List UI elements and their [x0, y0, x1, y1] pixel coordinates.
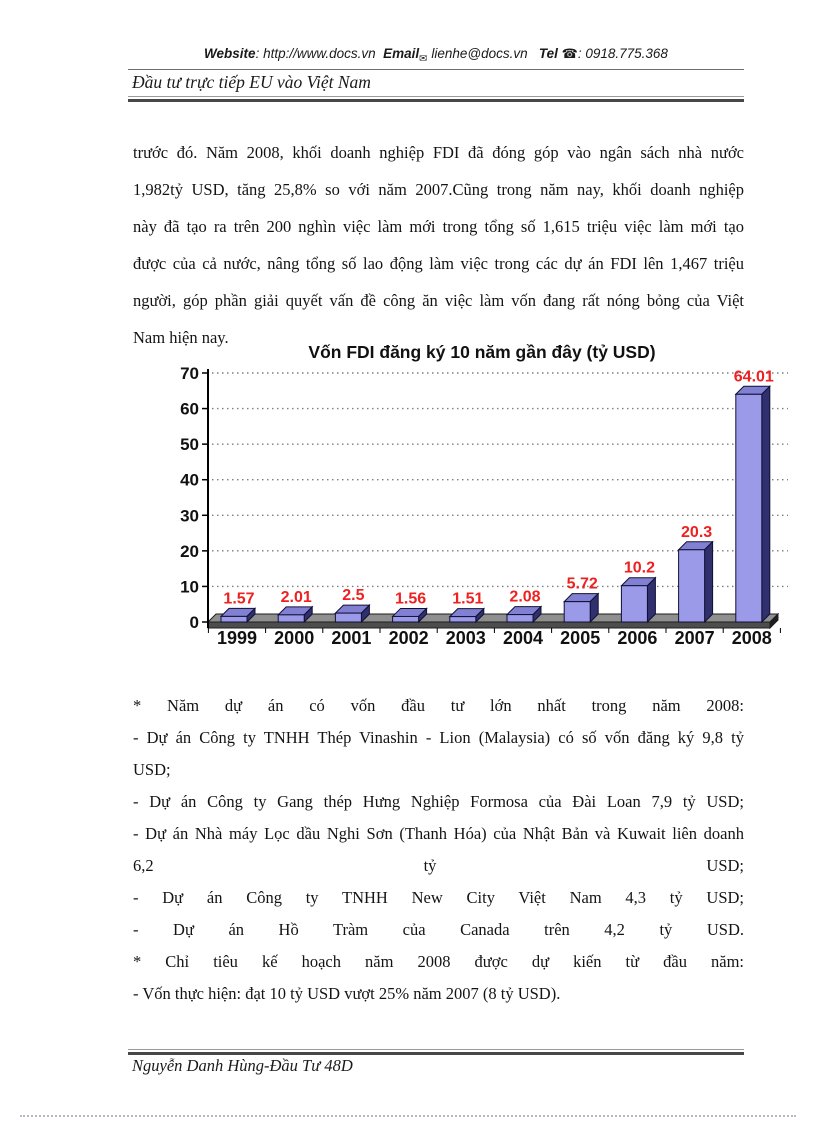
- bar-2006: [620, 585, 648, 623]
- text-line: người, góp phần giải quyết vấn đề công ă…: [133, 291, 744, 310]
- mail-icon: ✉: [419, 53, 428, 65]
- text-line: * Chỉ tiêu kế hoạch năm 2008 được dự kiế…: [133, 952, 744, 971]
- x-axis-label: 2004: [503, 628, 543, 648]
- header-contact-line: Website: http://www.docs.vn Email✉ lienh…: [128, 46, 744, 65]
- text-line: - Dự án Hồ Tràm của Canada trên 4,2 tỷ U…: [133, 920, 744, 939]
- x-axis-label: 2003: [446, 628, 486, 648]
- value-label-2002: 1.56: [395, 590, 426, 607]
- header-rule-thin: [128, 69, 744, 70]
- bar-2001: [334, 612, 362, 623]
- value-label-2000: 2.01: [281, 589, 312, 606]
- y-axis-label: 70: [180, 364, 199, 383]
- email-label: Email: [383, 46, 420, 61]
- x-axis-label: 2005: [560, 628, 600, 648]
- value-label-2004: 2.08: [509, 589, 540, 606]
- email-value: lienhe@docs.vn: [431, 46, 528, 61]
- text-line: - Dự án Công ty TNHH New City Việt Nam 4…: [133, 888, 744, 907]
- header-rule-thick: [128, 96, 744, 102]
- x-axis-label: 1999: [217, 628, 257, 648]
- tel-value: : 0918.775.368: [577, 46, 668, 61]
- fdi-chart: Vốn FDI đăng ký 10 năm gần đây (tỷ USD) 0…: [160, 333, 800, 655]
- text-line: trước đó. Năm 2008, khối doanh nghiệp FD…: [133, 143, 744, 162]
- paragraph-1: trước đó. Năm 2008, khối doanh nghiệp FD…: [133, 134, 744, 356]
- text-line: - Vốn thực hiện: đạt 10 tỷ USD vượt 25% …: [133, 984, 561, 1003]
- text-line: - Dự án Công ty TNHH Thép Vinashin - Lio…: [133, 728, 744, 747]
- y-axis-label: 60: [180, 400, 199, 419]
- bar-side-2008: [761, 385, 771, 624]
- value-label-2003: 1.51: [452, 591, 483, 608]
- bar-2004: [506, 614, 534, 623]
- bar-1999: [220, 615, 248, 623]
- bar-2005: [563, 601, 591, 623]
- text-line: Nam hiện nay.: [133, 328, 229, 347]
- bar-2003: [449, 616, 477, 623]
- bar-2008: [735, 393, 763, 623]
- value-label-1999: 1.57: [223, 590, 254, 607]
- footer-rule-thick: [128, 1049, 744, 1055]
- bar-2002: [392, 615, 420, 623]
- x-axis-label: 2007: [675, 628, 715, 648]
- x-axis-label: 2006: [617, 628, 657, 648]
- y-axis-label: 30: [180, 506, 199, 525]
- x-axis-label: 2001: [331, 628, 371, 648]
- tel-label: Tel: [538, 46, 558, 61]
- value-label-2001: 2.5: [342, 587, 364, 604]
- footer-author: Nguyễn Danh Hùng-Đầu Tư 48D: [132, 1056, 353, 1075]
- phone-icon: ☎: [561, 46, 578, 61]
- y-axis-label: 20: [180, 542, 199, 561]
- chart-floor-end: [769, 612, 779, 630]
- y-axis-label: 0: [190, 613, 199, 632]
- text-line: này đã tạo ra trên 200 nghìn việc làm mớ…: [133, 217, 744, 236]
- text-line: được của cả nước, nâng tổng số lao động …: [133, 254, 744, 273]
- paragraph-2: * Năm dự án có vốn đầu tư lớn nhất trong…: [133, 690, 744, 1010]
- value-label-2008: 64.01: [734, 368, 774, 385]
- x-axis-label: 2002: [389, 628, 429, 648]
- text-line: - Dự án Công ty Gang thép Hưng Nghiệp Fo…: [133, 792, 744, 811]
- text-line: 6,2 tỷ USD;: [133, 856, 744, 875]
- website-label: Website: [204, 46, 256, 61]
- y-axis-label: 10: [180, 577, 199, 596]
- website-value: : http://www.docs.vn: [255, 46, 376, 61]
- y-axis-label: 40: [180, 471, 199, 490]
- fdi-bar-chart-svg: Vốn FDI đăng ký 10 năm gần đây (tỷ USD) 0…: [180, 342, 788, 648]
- y-axis-label: 50: [180, 435, 199, 454]
- text-line: - Dự án Nhà máy Lọc dầu Nghi Sơn (Thanh …: [133, 824, 744, 843]
- bar-2007: [678, 549, 706, 623]
- text-line: USD;: [133, 760, 171, 779]
- bar-2000: [277, 614, 305, 623]
- bar-side-2006: [646, 576, 656, 624]
- document-title: Đầu tư trực tiếp EU vào Việt Nam: [132, 72, 371, 92]
- x-axis-label: 2000: [274, 628, 314, 648]
- chart-title: Vốn FDI đăng ký 10 năm gần đây (tỷ USD): [308, 342, 655, 362]
- value-label-2006: 10.2: [624, 560, 655, 577]
- value-label-2007: 20.3: [681, 524, 712, 541]
- text-line: 1,982tỷ USD, tăng 25,8% so với năm 2007.…: [133, 180, 744, 199]
- text-line: * Năm dự án có vốn đầu tư lớn nhất trong…: [133, 696, 744, 715]
- x-axis-label: 2008: [732, 628, 772, 648]
- page-boundary-dots: [20, 1115, 796, 1117]
- bar-side-2007: [704, 540, 714, 624]
- value-label-2005: 5.72: [567, 576, 598, 593]
